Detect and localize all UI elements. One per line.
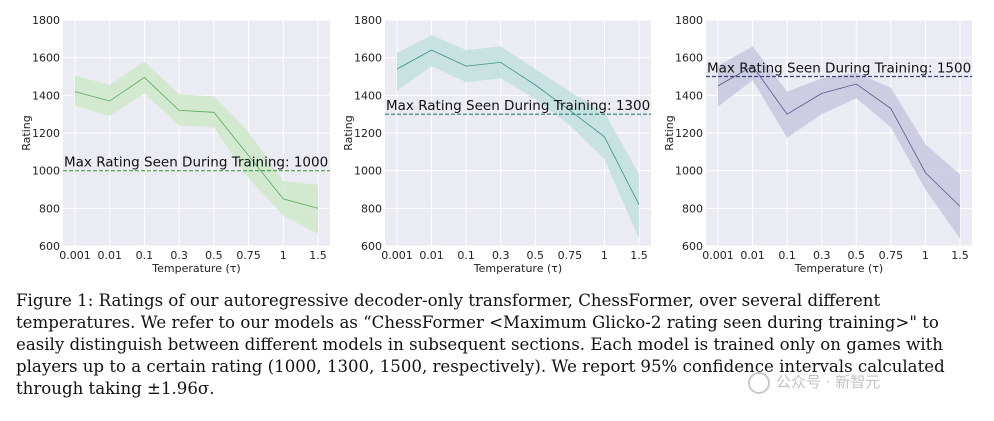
confidence-band: [718, 46, 960, 239]
x-tick-label: 0.5: [848, 249, 866, 262]
confidence-band: [75, 61, 318, 234]
x-tick-label: 0.01: [97, 249, 122, 262]
x-tick-label: 0.1: [457, 249, 475, 262]
wechat-icon: [748, 371, 770, 394]
x-tick-label: 1.5: [630, 249, 648, 262]
x-tick-label: 0.001: [381, 249, 413, 262]
y-tick-label: 1000: [675, 165, 703, 178]
series-line: [396, 49, 640, 205]
y-tick-label: 1000: [354, 165, 382, 178]
x-tick-label: 1: [280, 249, 287, 262]
x-tick-label: 0.001: [702, 249, 734, 262]
y-tick-label: 1200: [354, 127, 382, 140]
y-tick-label: 600: [682, 240, 703, 253]
y-tick-label: 800: [39, 202, 60, 215]
x-tick-label: 1: [601, 249, 608, 262]
y-tick-label: 1800: [32, 14, 60, 27]
y-tick-label: 1200: [32, 127, 60, 140]
y-tick-label: 1400: [675, 89, 703, 102]
y-tick-label: 1800: [354, 14, 382, 27]
x-axis-label: Temperature (τ): [473, 262, 562, 275]
x-tick-label: 0.5: [205, 249, 223, 262]
y-tick-label: 1600: [32, 52, 60, 65]
watermark-text: 公众号 · 新智元: [776, 373, 881, 391]
y-tick-label: 1600: [354, 52, 382, 65]
reference-line-label: Max Rating Seen During Training: 1500: [707, 61, 971, 77]
x-tick-label: 0.3: [813, 249, 831, 262]
x-tick-label: 0.01: [740, 249, 765, 262]
y-tick-label: 1800: [675, 14, 703, 27]
x-tick-label: 0.3: [492, 249, 510, 262]
x-axis-label: Temperature (τ): [794, 262, 883, 275]
y-axis-label: Rating: [663, 115, 676, 150]
y-tick-label: 1000: [32, 165, 60, 178]
x-tick-label: 0.3: [170, 249, 188, 262]
x-tick-label: 0.75: [879, 249, 904, 262]
series-line: [74, 76, 319, 209]
figure-caption: Figure 1: Ratings of our autoregressive …: [16, 291, 945, 398]
x-tick-label: 0.01: [419, 249, 444, 262]
y-tick-label: 800: [361, 202, 382, 215]
y-tick-label: 800: [682, 202, 703, 215]
y-tick-label: 1200: [675, 127, 703, 140]
reference-line-label: Max Rating Seen During Training: 1300: [386, 98, 650, 114]
y-axis-label: Rating: [342, 115, 355, 150]
y-tick-label: 600: [39, 240, 60, 253]
x-tick-label: 1.5: [309, 249, 327, 262]
x-tick-label: 1.5: [951, 249, 969, 262]
x-tick-label: 0.1: [778, 249, 796, 262]
y-tick-label: 1600: [675, 52, 703, 65]
y-tick-label: 600: [361, 240, 382, 253]
y-tick-label: 1400: [32, 89, 60, 102]
series-line: [717, 65, 961, 207]
chart-panel-3: 600 800 1000 1200 1400 1600 1800 0.001 0.01 0.1 0.…: [663, 14, 972, 275]
x-tick-label: 0.75: [236, 249, 261, 262]
reference-line-label: Max Rating Seen During Training: 1000: [64, 155, 328, 171]
x-tick-label: 0.5: [527, 249, 545, 262]
y-axis-label: Rating: [20, 115, 33, 150]
x-tick-label: 0.1: [136, 249, 154, 262]
chart-panel-1: 600 800 1000 1200 1400 1600 1800 0.001 0.01 0.1 0.…: [20, 14, 330, 275]
chart-panel-2: 600 800 1000 1200 1400 1600 1800 0.001 0.01 0.1 0.…: [342, 14, 651, 275]
x-tick-label: 1: [922, 249, 929, 262]
x-tick-label: 0.001: [59, 249, 91, 262]
x-axis-label: Temperature (τ): [151, 262, 240, 275]
y-tick-label: 1400: [354, 89, 382, 102]
x-tick-label: 0.75: [558, 249, 583, 262]
watermark: 公众号 · 新智元: [748, 371, 978, 399]
